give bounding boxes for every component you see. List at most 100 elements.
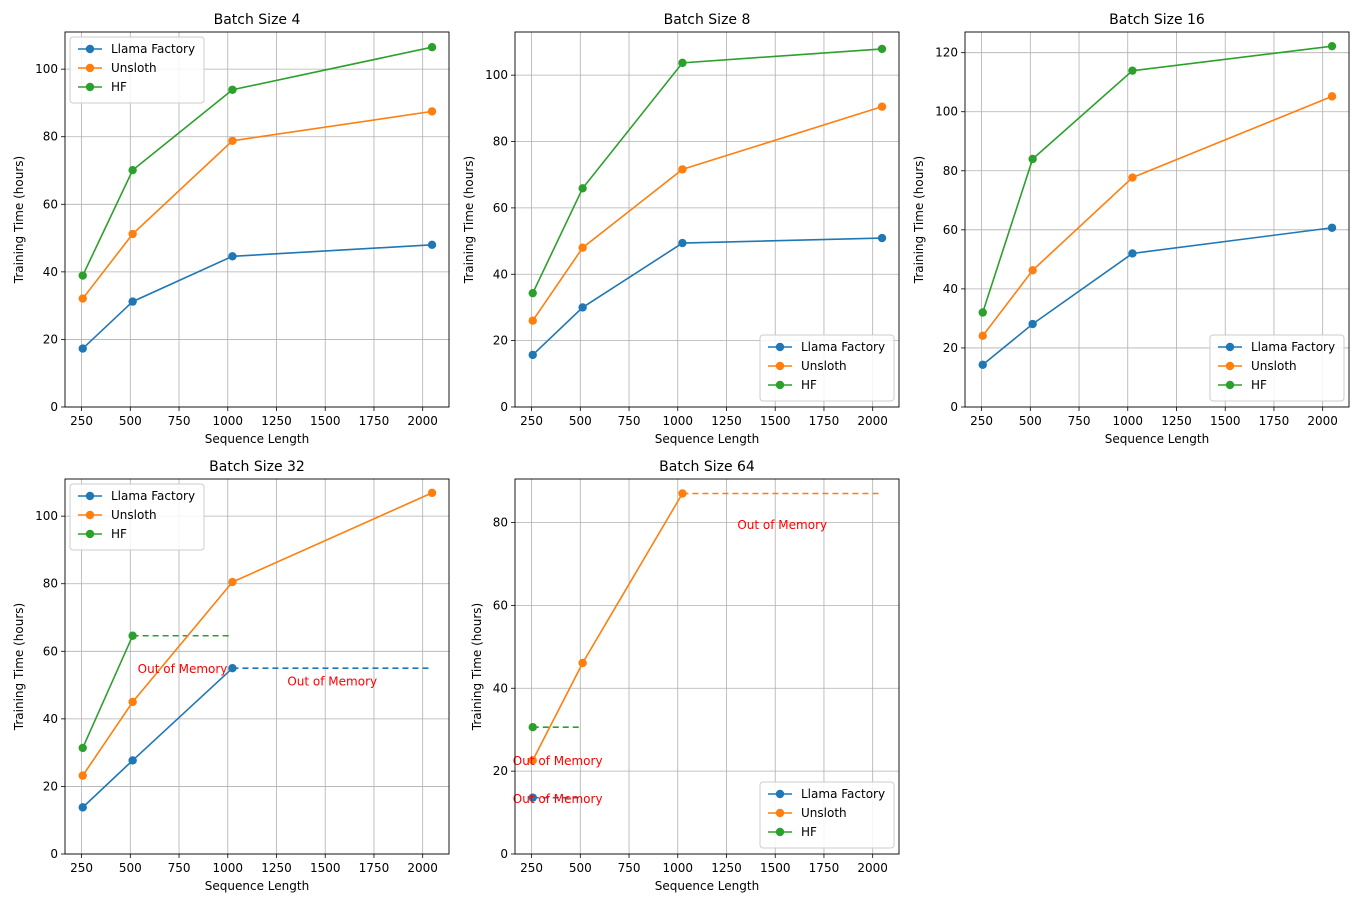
y-tick-label: 80	[493, 135, 508, 149]
plot-frame	[64, 478, 450, 855]
data-point	[427, 488, 437, 498]
x-tick-label: 500	[119, 414, 142, 428]
y-tick-label: 40	[43, 712, 58, 726]
plot-frame	[964, 31, 1350, 408]
x-tick-label: 750	[618, 861, 641, 875]
series-line	[532, 237, 883, 356]
x-tick-label: 2000	[407, 861, 438, 875]
y-tick-label: 0	[50, 400, 58, 414]
x-tick-label: 250	[520, 414, 543, 428]
data-point	[78, 803, 87, 812]
legend-swatch-marker	[775, 380, 785, 390]
x-tick-label: 1500	[760, 414, 791, 428]
data-point	[678, 58, 687, 68]
x-tick-label: 1500	[1210, 414, 1241, 428]
data-point	[128, 756, 137, 765]
data-point	[978, 360, 987, 369]
x-tick-label: 500	[1019, 414, 1042, 428]
legend-label: Unsloth	[801, 359, 847, 373]
x-tick-label: 1250	[711, 414, 742, 428]
data-point	[528, 793, 537, 802]
legend-swatch-marker	[775, 361, 785, 371]
data-point	[678, 165, 687, 174]
legend: Llama Factory Unsloth HF	[759, 334, 895, 402]
y-tick-label: 60	[43, 644, 58, 658]
y-tick-label: 80	[43, 577, 58, 591]
data-point	[128, 165, 137, 175]
legend-box	[69, 36, 205, 104]
y-tick-label: 60	[493, 598, 508, 612]
series-line	[532, 493, 684, 761]
x-tick-label: 250	[70, 414, 93, 428]
x-tick-label: 750	[1068, 414, 1091, 428]
data-point	[128, 297, 137, 306]
oom-annotation: Out of Memory	[287, 675, 377, 689]
data-point	[427, 240, 437, 250]
oom-annotation: Out of Memory	[513, 754, 603, 768]
plot-frame	[514, 478, 900, 855]
y-tick-label: 20	[493, 764, 508, 778]
y-tick-label: 0	[50, 847, 58, 861]
legend-box	[69, 483, 205, 551]
y-tick-label: 40	[493, 681, 508, 695]
data-point	[528, 316, 537, 325]
legend-swatch-marker	[85, 510, 95, 520]
y-tick-label: 80	[493, 516, 508, 530]
data-point	[678, 489, 687, 498]
y-tick-label: 60	[43, 197, 58, 211]
data-point	[1128, 249, 1137, 258]
plot-frame	[64, 31, 450, 408]
legend-swatch-marker	[1225, 380, 1235, 390]
data-point	[578, 243, 587, 252]
legend-box	[1209, 334, 1345, 402]
oom-annotation: Out of Memory	[138, 662, 228, 676]
legend-swatch-marker	[85, 44, 95, 54]
legend-label: HF	[1251, 378, 1267, 392]
legend-swatch-marker	[775, 789, 785, 799]
data-point	[128, 697, 137, 707]
data-point	[228, 252, 237, 261]
x-tick-label: 1000	[662, 414, 693, 428]
series-line	[82, 46, 433, 276]
data-point	[228, 85, 237, 94]
data-point	[78, 743, 87, 753]
legend-swatch-marker	[85, 529, 95, 539]
x-tick-label: 2000	[1307, 414, 1338, 428]
chart-panel: 250 500 750 1000 1250 1500 1750 2000 0 20 40 60 80 10…	[912, 12, 1350, 446]
x-tick-label: 1750	[359, 861, 390, 875]
legend: Llama Factory Unsloth HF	[1209, 334, 1345, 402]
chart-title: Batch Size 64	[659, 459, 755, 475]
x-axis-label: Sequence Length	[655, 432, 759, 446]
oom-annotation: Out of Memory	[737, 518, 827, 532]
data-point	[78, 294, 87, 303]
y-tick-label: 120	[935, 46, 958, 60]
series-line	[982, 226, 1333, 366]
y-tick-label: 100	[35, 62, 58, 76]
legend: Llama Factory Unsloth HF	[69, 483, 205, 551]
data-point	[427, 43, 437, 52]
legend: Llama Factory Unsloth HF	[69, 36, 205, 104]
y-tick-label: 100	[935, 105, 958, 119]
data-point	[128, 229, 137, 239]
x-tick-label: 1250	[1161, 414, 1192, 428]
legend-label: Llama Factory	[111, 42, 195, 56]
data-point	[978, 331, 987, 341]
chart-panel: 250 500 750 1000 1250 1500 1750 2000 0 20 40 60 80 Ou…	[470, 459, 900, 893]
y-tick-label: 80	[943, 164, 958, 178]
data-point	[578, 303, 587, 312]
x-axis-label: Sequence Length	[655, 879, 759, 893]
y-tick-label: 20	[943, 341, 958, 355]
series-line	[82, 635, 134, 749]
legend: Llama Factory Unsloth HF	[759, 781, 895, 849]
x-tick-label: 2000	[857, 861, 888, 875]
data-point	[1327, 41, 1337, 51]
y-tick-label: 40	[43, 265, 58, 279]
legend-swatch-marker	[85, 63, 95, 73]
data-point	[228, 136, 237, 145]
data-point	[877, 233, 887, 243]
data-point	[128, 631, 137, 640]
chart-panel: 250 500 750 1000 1250 1500 1750 2000 0 20 40 60 80 10…	[12, 12, 450, 446]
legend-swatch-marker	[775, 342, 785, 352]
data-point	[78, 771, 87, 780]
